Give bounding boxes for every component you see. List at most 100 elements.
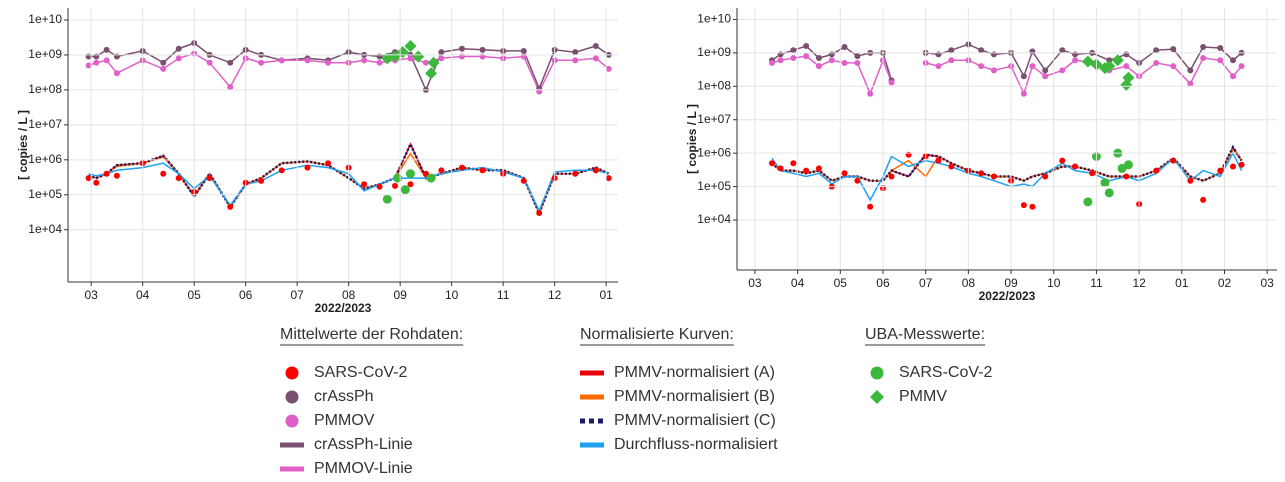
- diamond-point: [425, 67, 438, 80]
- point: [1100, 178, 1110, 188]
- legend-label: Durchfluss-normalisiert: [614, 436, 778, 453]
- point: [888, 79, 895, 86]
- legend-symbol: [285, 414, 299, 428]
- point: [113, 172, 120, 179]
- point: [85, 62, 92, 69]
- point: [103, 46, 110, 53]
- point: [227, 203, 234, 210]
- point: [479, 53, 486, 60]
- x-tick-label: 07: [290, 288, 304, 302]
- point: [1200, 196, 1207, 203]
- point: [841, 59, 848, 66]
- point: [536, 88, 543, 95]
- point: [803, 53, 810, 60]
- x-tick-label: 12: [1132, 276, 1146, 290]
- point: [1072, 57, 1079, 64]
- point: [85, 175, 92, 182]
- point: [790, 55, 797, 62]
- point: [888, 173, 895, 180]
- x-tick-label: 10: [1047, 276, 1061, 290]
- point: [227, 84, 234, 91]
- point: [803, 167, 810, 174]
- point: [905, 151, 912, 158]
- legend-heading: Mittelwerte der Rohdaten:: [280, 326, 463, 343]
- point: [935, 63, 942, 70]
- point: [422, 170, 429, 177]
- x-tick-label: 03: [748, 276, 762, 290]
- x-tick-label: 09: [393, 288, 407, 302]
- point: [520, 47, 527, 54]
- point: [1083, 197, 1093, 207]
- legend-symbol: [285, 390, 299, 404]
- point: [103, 170, 110, 177]
- point: [1153, 47, 1160, 54]
- legend-label: SARS-CoV-2: [314, 364, 407, 381]
- legend-symbol: [870, 366, 884, 380]
- point: [769, 160, 776, 167]
- point: [1029, 63, 1036, 70]
- point: [1123, 51, 1130, 58]
- point: [592, 167, 599, 174]
- point: [769, 59, 776, 66]
- point: [572, 170, 579, 177]
- x-tick-label: 04: [791, 276, 805, 290]
- point: [1072, 163, 1079, 170]
- legend-label: PMMOV: [314, 412, 375, 429]
- x-tick-label: 02: [1218, 276, 1232, 290]
- point: [1042, 67, 1049, 74]
- point: [407, 181, 414, 188]
- x-tick-label: 04: [136, 288, 150, 302]
- point: [304, 164, 311, 171]
- point: [935, 51, 942, 58]
- point: [175, 175, 182, 182]
- x-tick-label: 05: [834, 276, 848, 290]
- legend-label: crAssPh: [314, 388, 374, 405]
- point: [438, 49, 445, 56]
- point: [605, 65, 612, 72]
- point: [828, 51, 835, 58]
- point: [278, 167, 285, 174]
- diamond-point: [389, 50, 402, 63]
- x-axis-title: 2022/2023: [315, 301, 372, 315]
- y-axis-title: [ copies / L ]: [16, 110, 30, 180]
- y-tick-label: 1e+05: [28, 187, 62, 201]
- x-tick-label: 12: [548, 288, 562, 302]
- x-tick-label: 08: [342, 288, 356, 302]
- point: [458, 45, 465, 52]
- point: [376, 183, 383, 190]
- point: [1217, 57, 1224, 64]
- point: [438, 55, 445, 62]
- point: [1123, 173, 1130, 180]
- point: [978, 47, 985, 54]
- point: [572, 49, 579, 56]
- point: [1059, 157, 1066, 164]
- x-tick-label: 03: [1261, 276, 1275, 290]
- point: [93, 53, 100, 60]
- series-line: [771, 145, 1243, 182]
- diamond-point: [1122, 71, 1135, 84]
- point: [1029, 48, 1036, 55]
- point: [1200, 55, 1207, 62]
- x-tick-label: 01: [1175, 276, 1189, 290]
- point: [854, 177, 861, 184]
- point: [93, 59, 100, 66]
- legend-symbol: [285, 366, 299, 380]
- point: [854, 53, 861, 60]
- y-tick-label: 1e+06: [697, 145, 731, 159]
- legend-symbol: [870, 390, 884, 404]
- point: [1187, 177, 1194, 184]
- y-tick-label: 1e+10: [697, 12, 731, 26]
- point: [841, 170, 848, 177]
- point: [1020, 90, 1027, 97]
- point: [1104, 188, 1114, 198]
- point: [520, 53, 527, 60]
- diamond-point: [412, 50, 425, 63]
- series-line: [771, 148, 1243, 182]
- point: [990, 173, 997, 180]
- point: [304, 57, 311, 64]
- legend-heading: UBA-Messwerte:: [865, 326, 985, 343]
- point: [1123, 63, 1130, 70]
- point: [572, 57, 579, 64]
- point: [815, 55, 822, 62]
- point: [1217, 44, 1224, 51]
